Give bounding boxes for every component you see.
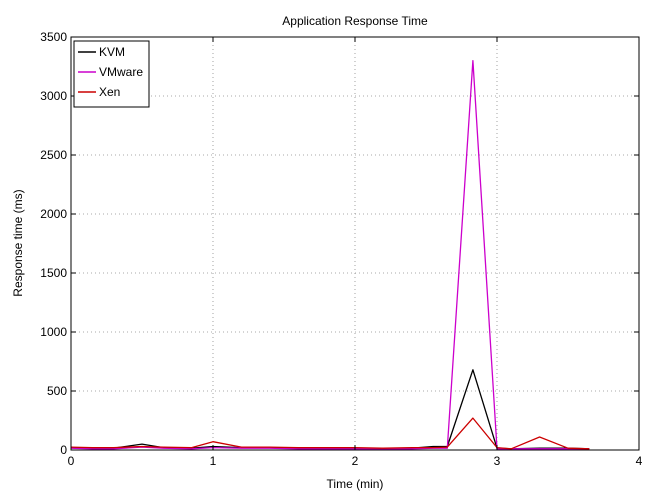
x-tick-label: 4 [636, 454, 643, 468]
legend-label-vmware: VMware [99, 65, 143, 79]
y-tick-label: 2000 [40, 207, 67, 221]
y-tick-label: 2500 [40, 148, 67, 162]
legend-label-xen: Xen [99, 85, 120, 99]
x-tick-label: 3 [494, 454, 501, 468]
x-tick-label: 1 [210, 454, 217, 468]
y-tick-label: 1500 [40, 266, 67, 280]
y-tick-label: 1000 [40, 325, 67, 339]
y-tick-label: 3500 [40, 30, 67, 44]
y-axis-label: Response time (ms) [11, 189, 25, 296]
chart-title: Application Response Time [282, 14, 428, 28]
y-tick-label: 500 [47, 384, 67, 398]
x-axis-label: Time (min) [327, 477, 384, 491]
axis-ticks: 0 1 2 3 4 0 500 1000 1500 2000 2500 3000 3500 [40, 30, 642, 468]
legend: KVM VMware Xen [73, 40, 150, 108]
legend-label-kvm: KVM [99, 45, 125, 59]
series-lines [70, 59, 590, 450]
series-line-xen [70, 417, 590, 450]
x-tick-label: 0 [68, 454, 75, 468]
y-tick-label: 0 [60, 443, 67, 457]
x-tick-label: 2 [352, 454, 359, 468]
y-tick-label: 3000 [40, 89, 67, 103]
grid-lines [71, 37, 639, 450]
